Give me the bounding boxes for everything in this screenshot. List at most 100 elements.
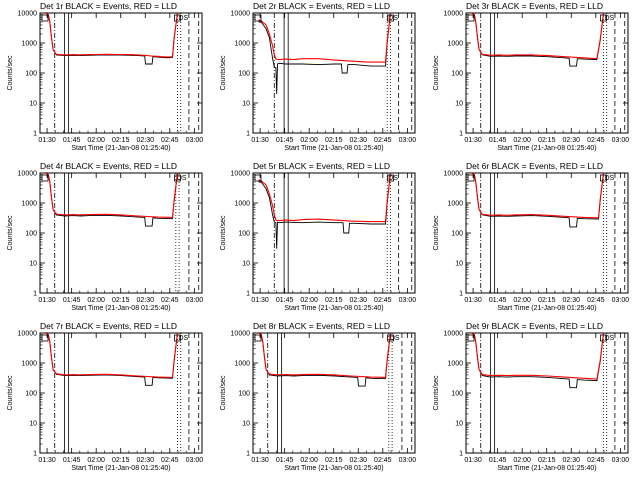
corner-box-marker	[387, 174, 394, 182]
y-tick-label: 1	[33, 131, 37, 138]
series-line-lld	[45, 333, 179, 378]
x-axis-label: Start Time (21-Jan-08 01:25:40)	[497, 305, 596, 312]
x-tick-label: 01:45	[63, 297, 81, 304]
y-tick-label: 10	[242, 261, 250, 268]
y-tick-label: 1000	[21, 41, 37, 48]
chart-panel-det-7r: Det 7r BLACK = Events, RED = LLD 1 10 100 10…	[0, 320, 213, 480]
chart-title: Det 8r BLACK = Events, RED = LLD	[253, 321, 390, 331]
marker-label: DS	[178, 335, 188, 342]
x-tick-label: 02:30	[350, 457, 368, 464]
y-tick-label: 100	[25, 71, 37, 78]
corner-box-marker	[174, 334, 181, 342]
corner-box-marker	[600, 174, 607, 182]
chart-panel-det-4r: Det 4r BLACK = Events, RED = LLD 1 10 100 10…	[0, 160, 213, 320]
x-axis-label: Start Time (21-Jan-08 01:25:40)	[71, 305, 170, 312]
x-tick-label: 02:15	[325, 457, 343, 464]
chart-panel-det-1r: Det 1r BLACK = Events, RED = LLD 1 10 100 10…	[0, 0, 213, 160]
chart-svg-det-4r: Det 4r BLACK = Events, RED = LLD 1 10 100 10…	[7, 161, 204, 312]
x-tick-label: 03:00	[612, 457, 630, 464]
x-tick-label: 01:30	[38, 297, 56, 304]
chart-title: Det 6r BLACK = Events, RED = LLD	[466, 161, 603, 171]
x-tick-label: 02:15	[538, 137, 556, 144]
chart-panel-det-6r: Det 6r BLACK = Events, RED = LLD 1 10 100 10…	[426, 160, 639, 320]
x-tick-label: 03:00	[612, 137, 630, 144]
x-tick-label: 02:45	[161, 457, 179, 464]
series-line-events	[258, 333, 391, 387]
y-tick-label: 10	[29, 101, 37, 108]
y-tick-label: 100	[25, 391, 37, 398]
y-tick-label: 1	[33, 291, 37, 298]
series-line-lld	[258, 333, 392, 378]
series-line-events	[471, 333, 604, 389]
y-axis-label: Counts/sec	[433, 375, 440, 411]
chart-svg-det-2r: Det 2r BLACK = Events, RED = LLD 1 10 100 10…	[220, 1, 416, 152]
series-line-events	[258, 13, 391, 95]
y-tick-label: 1	[246, 451, 250, 458]
y-tick-label: 10000	[231, 171, 251, 178]
y-tick-label: 1000	[447, 201, 463, 208]
x-tick-label: 02:45	[374, 457, 392, 464]
x-tick-label: 01:30	[464, 457, 482, 464]
x-tick-label: 01:45	[276, 137, 294, 144]
marker-label: DS	[178, 15, 188, 22]
x-tick-label: 01:30	[251, 297, 269, 304]
x-tick-label: 02:15	[112, 457, 130, 464]
y-tick-label: 1000	[234, 361, 250, 368]
y-tick-label: 10000	[18, 11, 38, 18]
chart-panel-det-9r: Det 9r BLACK = Events, RED = LLD 1 10 100 10…	[426, 320, 639, 480]
corner-box-marker	[41, 174, 49, 182]
marker-label: DS	[604, 335, 614, 342]
y-tick-label: 1000	[21, 201, 37, 208]
series-line-lld	[258, 173, 392, 223]
chart-svg-det-5r: Det 5r BLACK = Events, RED = LLD 1 10 100 10…	[220, 161, 416, 312]
x-tick-label: 02:45	[587, 297, 605, 304]
chart-title: Det 5r BLACK = Events, RED = LLD	[253, 161, 390, 171]
x-tick-label: 02:30	[563, 457, 581, 464]
x-tick-label: 02:30	[137, 297, 155, 304]
corner-box-marker	[174, 174, 181, 182]
y-tick-label: 1	[246, 131, 250, 138]
x-tick-label: 01:45	[276, 297, 294, 304]
x-axis-label: Start Time (21-Jan-08 01:25:40)	[284, 145, 383, 152]
y-tick-label: 100	[238, 71, 250, 78]
x-tick-label: 02:00	[300, 457, 318, 464]
x-tick-label: 02:00	[513, 297, 531, 304]
y-tick-label: 10000	[444, 171, 464, 178]
chart-title: Det 2r BLACK = Events, RED = LLD	[253, 1, 390, 11]
y-tick-label: 1	[33, 451, 37, 458]
x-tick-label: 02:45	[161, 137, 179, 144]
x-tick-label: 02:30	[350, 297, 368, 304]
y-tick-label: 10	[455, 101, 463, 108]
x-tick-label: 01:45	[489, 457, 507, 464]
x-tick-label: 02:15	[538, 297, 556, 304]
y-axis-label: Counts/sec	[220, 215, 227, 251]
y-tick-label: 100	[451, 71, 463, 78]
series-line-lld	[471, 13, 605, 60]
chart-svg-det-7r: Det 7r BLACK = Events, RED = LLD 1 10 100 10…	[7, 321, 203, 472]
x-tick-label: 02:15	[112, 297, 130, 304]
chart-title: Det 1r BLACK = Events, RED = LLD	[40, 1, 177, 11]
y-tick-label: 100	[451, 231, 463, 238]
x-tick-label: 02:45	[587, 137, 605, 144]
x-tick-label: 02:30	[137, 457, 155, 464]
x-tick-label: 02:15	[112, 137, 130, 144]
x-tick-label: 03:00	[186, 297, 204, 304]
series-line-lld	[471, 333, 605, 380]
x-tick-label: 02:30	[137, 137, 155, 144]
corner-box-marker	[387, 334, 394, 342]
corner-box-marker	[467, 174, 475, 182]
y-axis-label: Counts/sec	[7, 375, 14, 411]
chart-svg-det-1r: Det 1r BLACK = Events, RED = LLD 1 10 100 10…	[7, 1, 203, 152]
chart-panel-det-2r: Det 2r BLACK = Events, RED = LLD 1 10 100 10…	[213, 0, 426, 160]
x-tick-label: 01:45	[489, 297, 507, 304]
corner-box-marker	[174, 14, 181, 22]
y-axis-label: Counts/sec	[7, 55, 14, 91]
y-tick-label: 1	[246, 291, 250, 298]
y-tick-label: 1000	[447, 361, 463, 368]
y-tick-label: 10000	[18, 331, 38, 338]
chart-title: Det 7r BLACK = Events, RED = LLD	[40, 321, 177, 331]
x-tick-label: 02:00	[513, 457, 531, 464]
x-tick-label: 01:30	[38, 137, 56, 144]
series-line-lld	[258, 13, 392, 63]
marker-label: DS	[604, 15, 614, 22]
